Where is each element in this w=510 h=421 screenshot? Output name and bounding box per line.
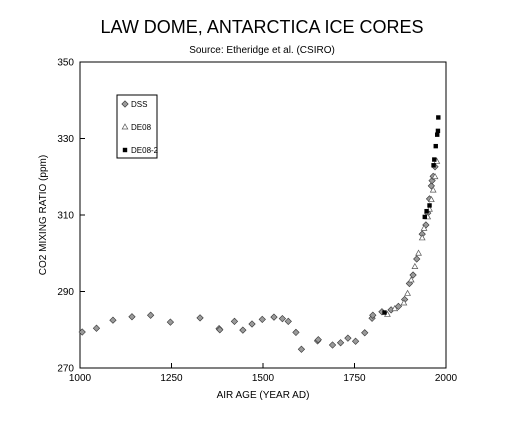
de08-point <box>427 195 435 203</box>
dss-point <box>278 315 287 323</box>
de08-point <box>418 234 426 241</box>
de08-2-point <box>424 208 429 214</box>
x-tick-label: 1500 <box>252 373 275 384</box>
chart-subtitle: Source: Etheridge et al. (CSIRO) <box>189 45 335 56</box>
dss-point <box>284 317 292 325</box>
dss-point <box>216 326 224 334</box>
legend-label-dss: DSS <box>131 100 147 109</box>
y-tick-label: 330 <box>57 134 74 145</box>
dss-point <box>351 337 360 345</box>
de08-point <box>411 262 419 269</box>
legend-label-de08: DE08 <box>131 123 152 132</box>
y-tick-label: 310 <box>57 211 74 222</box>
dss-point <box>239 326 247 334</box>
y-axis-label: CO2 MIXING RATIO (ppm) <box>38 155 49 275</box>
dss-point <box>405 279 414 288</box>
de08-2-point <box>422 214 427 220</box>
dss-point <box>230 317 239 325</box>
y-axis: 270 290 310 330 350 <box>57 58 85 375</box>
legend-marker-de08-2 <box>122 147 128 153</box>
de08-point <box>400 299 408 306</box>
dss-point <box>128 313 136 321</box>
dss-point <box>361 329 369 337</box>
de08-point <box>431 173 439 180</box>
de08-point <box>429 186 437 193</box>
dss-point <box>369 311 377 319</box>
legend-marker-dss <box>121 100 129 108</box>
de08-point <box>404 289 411 296</box>
de08-2-point <box>435 128 441 134</box>
dss-point <box>109 316 117 324</box>
dss-point <box>196 314 204 322</box>
dss-point <box>258 315 266 324</box>
dss-point <box>297 345 306 353</box>
de08-point <box>407 276 415 283</box>
de08-2-point <box>435 132 440 137</box>
dss-point <box>344 334 352 342</box>
dss-point <box>147 311 155 319</box>
data-points <box>78 115 441 353</box>
dss-point <box>92 324 101 332</box>
dss-point <box>166 318 175 326</box>
de08-point <box>420 224 428 231</box>
x-axis-label: AIR AGE (YEAR AD) <box>217 390 310 401</box>
dss-point <box>292 328 300 337</box>
dss-point <box>336 339 345 347</box>
dss-point <box>409 271 417 279</box>
dss-point <box>394 302 403 311</box>
legend-label-de08-2: DE08-2 <box>131 146 159 155</box>
x-tick-label: 1000 <box>69 373 92 384</box>
x-tick-label: 1750 <box>343 373 366 384</box>
dss-point <box>270 313 278 321</box>
dss-point <box>314 336 322 344</box>
chart-title: LAW DOME, ANTARCTICA ICE CORES <box>100 17 423 37</box>
y-tick-label: 270 <box>57 364 74 375</box>
de08-2-point <box>432 157 437 162</box>
y-tick-label: 350 <box>57 58 74 69</box>
legend-marker-de08 <box>121 123 129 130</box>
dss-point <box>413 255 421 263</box>
de08-2-point <box>431 163 436 168</box>
legend: DSS DE08 DE08-2 <box>116 94 159 159</box>
de08-point <box>391 304 399 312</box>
de08-2-point <box>427 203 432 208</box>
x-tick-label: 2000 <box>435 373 458 384</box>
dss-point <box>328 341 337 349</box>
x-axis: 1000 1250 1500 1750 2000 <box>69 363 458 384</box>
x-tick-label: 1250 <box>160 373 183 384</box>
de08-2-point <box>433 143 438 149</box>
de08-2-point <box>382 310 387 315</box>
dss-point <box>78 328 86 336</box>
y-tick-label: 290 <box>57 287 74 298</box>
de08-2-point <box>436 115 441 120</box>
dss-point <box>248 320 256 328</box>
de08-point <box>415 249 422 256</box>
